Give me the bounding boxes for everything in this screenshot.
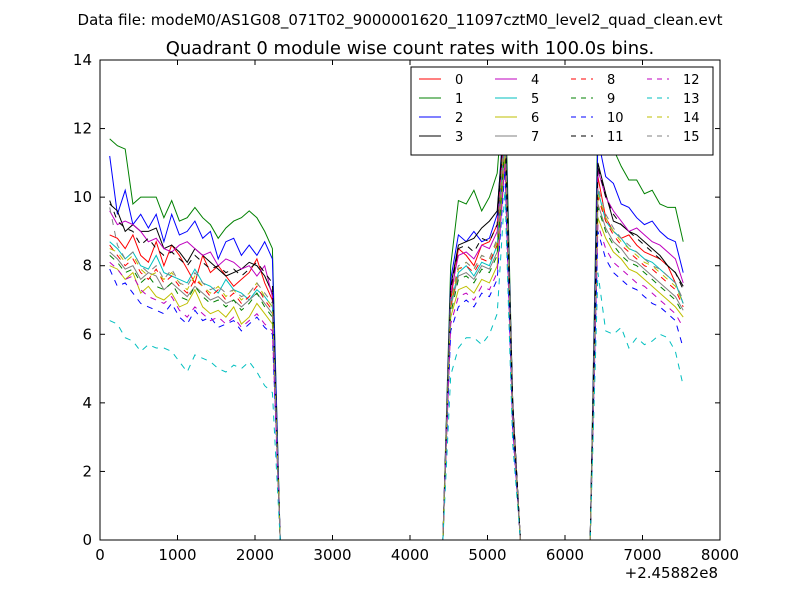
legend-label-12: 12 — [683, 73, 700, 88]
y-tick-label: 4 — [82, 394, 92, 412]
series-line-3 — [109, 111, 684, 541]
legend-box — [410, 66, 714, 156]
x-tick-label: 3000 — [313, 546, 351, 564]
legend-label-2: 2 — [455, 111, 463, 126]
legend-label-8: 8 — [607, 73, 615, 88]
series-line-2 — [109, 101, 684, 541]
legend-label-4: 4 — [531, 73, 539, 88]
ticks-layer: 0 1000 2000 3000 4000 5000 6000 7000 80000246810… — [73, 51, 739, 564]
x-tick-label: 4000 — [391, 546, 429, 564]
legend-label-6: 6 — [531, 111, 539, 126]
legend-label-7: 7 — [531, 130, 539, 145]
x-tick-label: 1000 — [158, 546, 196, 564]
legend-label-14: 14 — [683, 111, 700, 126]
legend-label-11: 11 — [607, 130, 624, 145]
legend-label-0: 0 — [455, 73, 463, 88]
legend-label-1: 1 — [455, 92, 463, 107]
y-tick-label: 8 — [82, 257, 92, 275]
x-tick-label: 0 — [95, 546, 105, 564]
y-tick-label: 14 — [73, 51, 92, 69]
y-tick-label: 0 — [82, 531, 92, 549]
y-tick-label: 6 — [82, 325, 92, 343]
y-tick-label: 10 — [73, 188, 92, 206]
legend-label-15: 15 — [683, 130, 700, 145]
x-tick-label: 6000 — [546, 546, 584, 564]
legend-label-10: 10 — [607, 111, 624, 126]
plot-frame — [99, 59, 721, 541]
suptitle: Data file: modeM0/AS1G08_071T02_90000016… — [78, 11, 723, 30]
y-tick-label: 12 — [73, 120, 92, 138]
x-tick-label: 7000 — [623, 546, 661, 564]
x-tick-label: 2000 — [236, 546, 274, 564]
legend-label-5: 5 — [531, 92, 539, 107]
legend-label-13: 13 — [683, 92, 700, 107]
legend-label-3: 3 — [455, 130, 463, 145]
x-offset-label: +2.45882e8 — [625, 564, 718, 582]
plot-title: Quadrant 0 module wise count rates with … — [166, 38, 655, 59]
legend-label-9: 9 — [607, 92, 615, 107]
x-tick-label: 8000 — [701, 546, 739, 564]
x-tick-label: 5000 — [468, 546, 506, 564]
y-tick-label: 2 — [82, 462, 92, 480]
series-line-4 — [109, 128, 684, 541]
